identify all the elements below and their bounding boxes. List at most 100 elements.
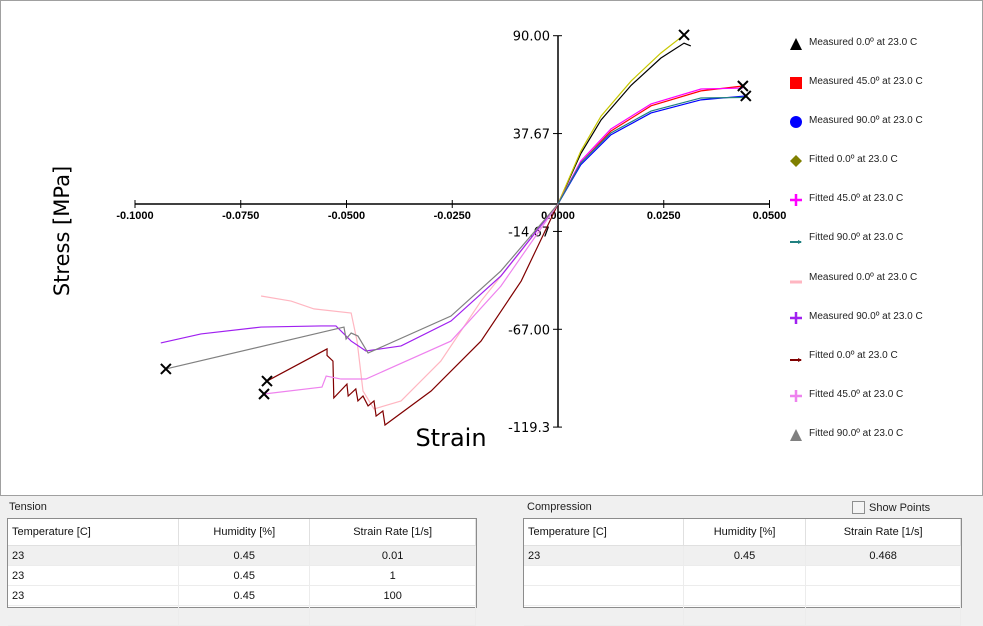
table-cell[interactable] bbox=[683, 585, 807, 606]
stress-strain-chart: -0.1000 -0.0750 -0.0500 -0.0250 0.0000 0.0250… bbox=[0, 0, 983, 496]
failure-marker bbox=[737, 80, 749, 92]
table-cell[interactable] bbox=[524, 565, 684, 586]
series-line-5 bbox=[557, 96, 746, 205]
column-header[interactable]: Temperature [C] bbox=[524, 519, 684, 546]
table-cell[interactable]: 1 bbox=[309, 565, 476, 586]
table-cell[interactable] bbox=[524, 585, 684, 606]
legend-plus-icon bbox=[790, 194, 802, 207]
series-line-10 bbox=[165, 203, 559, 370]
table-row[interactable]: 23 0.45 0.468 bbox=[524, 545, 961, 566]
column-header[interactable]: Humidity [%] bbox=[178, 519, 311, 546]
legend-label: Measured 45.0º at 23.0 C bbox=[809, 76, 923, 88]
tension-table[interactable]: Temperature [C] Humidity [%] Strain Rate [… bbox=[7, 518, 477, 626]
table-row[interactable] bbox=[8, 605, 476, 626]
table-cell[interactable]: 0.45 bbox=[178, 585, 311, 606]
table-cell[interactable]: 23 bbox=[8, 545, 180, 566]
column-header[interactable]: Temperature [C] bbox=[8, 519, 180, 546]
table-cell[interactable] bbox=[524, 605, 684, 626]
legend-arrow-icon bbox=[790, 240, 802, 245]
series-line-7 bbox=[160, 203, 559, 352]
legend-item: Measured 45.0º at 23.0 C bbox=[789, 76, 923, 115]
series-line-8 bbox=[266, 203, 559, 427]
x-tick-label: 0.0500 bbox=[753, 210, 787, 222]
chart-plot: -0.1000 -0.0750 -0.0500 -0.0250 0.0000 0.0250… bbox=[50, 29, 787, 452]
failure-marker bbox=[160, 363, 172, 375]
legend-plus-icon bbox=[790, 311, 802, 324]
y-tick-label: 90.00 bbox=[513, 30, 550, 45]
x-axis-label: Strain bbox=[415, 424, 486, 452]
legend-item: Measured 0.0º at 23.0 C bbox=[789, 272, 923, 311]
legend-label: Measured 0.0º at 23.0 C bbox=[809, 37, 918, 48]
table-cell[interactable] bbox=[683, 605, 807, 626]
column-header[interactable]: Humidity [%] bbox=[683, 519, 807, 546]
failure-marker bbox=[261, 375, 273, 387]
y-tick-label: -67.00 bbox=[508, 323, 550, 338]
column-header[interactable]: Strain Rate [1/s] bbox=[805, 519, 961, 546]
column-header[interactable]: Strain Rate [1/s] bbox=[309, 519, 476, 546]
legend-item: Fitted 90.0º at 23.0 C bbox=[789, 232, 923, 271]
y-tick-label: -14.67 bbox=[508, 225, 550, 240]
table-cell[interactable] bbox=[8, 605, 180, 626]
table-cell[interactable] bbox=[309, 605, 476, 626]
series-line-9 bbox=[263, 203, 559, 395]
table-cell[interactable]: 23 bbox=[8, 565, 180, 586]
legend-label: Measured 0.0º at 23.0 C bbox=[809, 271, 918, 283]
legend-label: Fitted 90.0º at 23.0 C bbox=[809, 232, 904, 244]
table-cell[interactable]: 0.468 bbox=[805, 545, 961, 566]
legend-item: Fitted 45.0º at 23.0 C bbox=[789, 389, 923, 428]
legend-diamond-icon bbox=[790, 155, 802, 168]
legend-label: Fitted 90.0º at 23.0 C bbox=[809, 427, 904, 439]
x-tick-label: 0.0250 bbox=[647, 210, 681, 222]
legend-line-icon bbox=[790, 280, 802, 284]
table-cell[interactable]: 0.01 bbox=[309, 545, 476, 566]
table-cell[interactable] bbox=[805, 605, 961, 626]
legend-item: Measured 0.0º at 23.0 C bbox=[789, 37, 923, 76]
legend-square-icon bbox=[790, 77, 802, 90]
series-line-3 bbox=[557, 34, 685, 205]
series-line-6 bbox=[260, 203, 559, 410]
failure-marker bbox=[740, 90, 752, 102]
show-points-checkbox[interactable]: Show Points bbox=[852, 501, 930, 514]
table-row[interactable] bbox=[524, 585, 961, 606]
header-row: Temperature [C] Humidity [%] Strain Rate [… bbox=[8, 519, 476, 546]
x-tick-label: -0.0500 bbox=[328, 210, 365, 222]
compression-table[interactable]: Temperature [C] Humidity [%] Strain Rate [… bbox=[523, 518, 962, 626]
legend-label: Fitted 0.0º at 23.0 C bbox=[809, 154, 898, 166]
x-tick-label: -0.1000 bbox=[116, 210, 153, 222]
legend-label: Fitted 45.0º at 23.0 C bbox=[809, 388, 904, 400]
show-points-label: Show Points bbox=[869, 501, 931, 514]
legend-item: Fitted 45.0º at 23.0 C bbox=[789, 193, 923, 232]
legend-label: Measured 90.0º at 23.0 C bbox=[809, 310, 923, 322]
table-cell[interactable] bbox=[805, 585, 961, 606]
table-cell[interactable]: 0.45 bbox=[178, 565, 311, 586]
table-row[interactable] bbox=[524, 605, 961, 626]
legend-label: Measured 90.0º at 23.0 C bbox=[809, 115, 923, 127]
legend-plus-icon bbox=[790, 389, 802, 402]
compression-label: Compression bbox=[527, 501, 592, 513]
table-cell[interactable]: 23 bbox=[8, 585, 180, 606]
y-axis-label: Stress [MPa] bbox=[50, 166, 74, 296]
legend-item: Fitted 0.0º at 23.0 C bbox=[789, 350, 923, 389]
table-cell[interactable]: 23 bbox=[524, 545, 684, 566]
legend-item: Measured 90.0º at 23.0 C bbox=[789, 115, 923, 154]
table-cell[interactable] bbox=[683, 565, 807, 586]
table-row[interactable] bbox=[524, 565, 961, 586]
table-cell[interactable]: 0.45 bbox=[178, 545, 311, 566]
series-line-2 bbox=[557, 95, 746, 205]
failure-marker bbox=[678, 29, 690, 41]
x-tick-label: -0.0250 bbox=[434, 210, 471, 222]
table-cell[interactable]: 0.45 bbox=[683, 545, 807, 566]
table-cell[interactable]: 100 bbox=[309, 585, 476, 606]
table-row[interactable]: 23 0.45 100 bbox=[8, 585, 476, 606]
legend-item: Fitted 90.0º at 23.0 C bbox=[789, 428, 923, 467]
table-cell[interactable] bbox=[178, 605, 311, 626]
legend-triangle-icon bbox=[790, 38, 802, 50]
table-row[interactable]: 23 0.45 1 bbox=[8, 565, 476, 586]
tension-label: Tension bbox=[9, 501, 47, 513]
checkbox-box[interactable] bbox=[852, 501, 865, 514]
series-line-0 bbox=[557, 42, 692, 205]
failure-marker bbox=[258, 388, 270, 400]
table-cell[interactable] bbox=[805, 565, 961, 586]
chart-legend: Measured 0.0º at 23.0 C Measured 45.0º at… bbox=[789, 37, 923, 467]
table-row[interactable]: 23 0.45 0.01 bbox=[8, 545, 476, 566]
